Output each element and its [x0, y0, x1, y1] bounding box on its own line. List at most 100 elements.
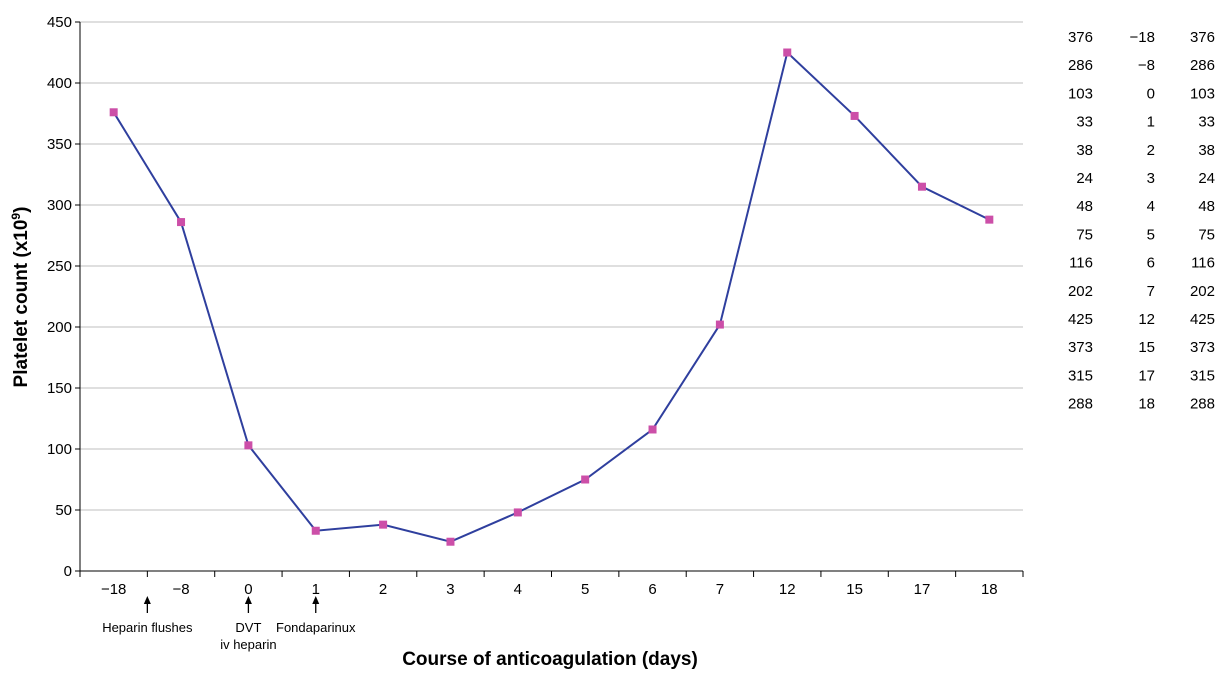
x-tick-label: 0	[244, 581, 252, 598]
annotation-arrow-head	[143, 596, 151, 604]
table-cell: 75	[1076, 226, 1093, 243]
table-cell: 286	[1190, 57, 1215, 74]
y-tick-label: 250	[47, 258, 72, 275]
table-cell: 38	[1076, 142, 1093, 159]
series-group	[109, 48, 994, 546]
table-cell: 7	[1147, 283, 1155, 300]
data-point	[985, 215, 994, 224]
axes	[79, 22, 1023, 572]
data-point	[244, 441, 253, 450]
x-tick-label: 5	[581, 581, 589, 598]
data-point	[311, 526, 320, 535]
table-cell: 373	[1190, 339, 1215, 356]
table-cell: 376	[1190, 29, 1215, 46]
table-cell: −8	[1138, 57, 1155, 74]
table-cell: 3	[1147, 170, 1155, 187]
x-tick-label: 17	[914, 581, 931, 598]
table-cell: 24	[1076, 170, 1093, 187]
y-tick-label: 50	[55, 502, 72, 519]
table-cell: 425	[1068, 311, 1093, 328]
table-cell: 202	[1068, 283, 1093, 300]
x-tick-label: 7	[716, 581, 724, 598]
table-cell: 103	[1068, 85, 1093, 102]
x-tick-label: 3	[446, 581, 454, 598]
x-axis-title: Course of anticoagulation (days)	[402, 649, 698, 670]
table-cell: 18	[1138, 396, 1155, 413]
table-cell: 116	[1069, 255, 1093, 272]
data-point	[648, 425, 657, 434]
table-cell: 1	[1147, 114, 1155, 131]
table-cell: 288	[1068, 396, 1093, 413]
annotation-arrow-head	[312, 596, 320, 604]
series-line	[112, 50, 990, 543]
data-point	[109, 108, 118, 117]
table-cell: 33	[1198, 114, 1215, 131]
table-cell: 48	[1076, 198, 1093, 215]
table-cell: 315	[1190, 367, 1215, 384]
data-point	[177, 218, 186, 227]
y-axis-title-sup: 9	[9, 213, 23, 220]
data-point	[783, 48, 792, 57]
table-cell: 202	[1190, 283, 1215, 300]
annotation-label: Heparin flushes	[102, 620, 193, 635]
table-cell: 75	[1198, 226, 1215, 243]
table-cell: 425	[1190, 311, 1215, 328]
y-ticks: 0 50 100 150 200 250 300 350 400 450	[47, 14, 80, 580]
y-axis-title-close: )	[11, 207, 32, 213]
x-tick-label: −8	[172, 581, 189, 598]
table-cell: 103	[1190, 85, 1215, 102]
x-tick-label: 2	[379, 581, 387, 598]
y-tick-label: 400	[47, 75, 72, 92]
table-cell: 33	[1076, 114, 1093, 131]
y-tick-label: 200	[47, 319, 72, 336]
table-cell: 315	[1068, 367, 1093, 384]
data-point	[850, 111, 859, 120]
table-cell: 373	[1068, 339, 1093, 356]
data-point	[379, 520, 388, 529]
table-cell: 24	[1198, 170, 1215, 187]
data-point	[513, 508, 522, 517]
table-cell: 288	[1190, 396, 1215, 413]
y-axis-title-main: Platelet count (x10	[11, 220, 32, 388]
data-point	[917, 182, 926, 191]
table-cell: 48	[1198, 198, 1215, 215]
table-cell: 2	[1147, 142, 1155, 159]
table-cell: −18	[1130, 29, 1155, 46]
table-cell: 286	[1068, 57, 1093, 74]
y-tick-label: 450	[47, 14, 72, 31]
table-cell: 376	[1068, 29, 1093, 46]
table-cell: 6	[1147, 255, 1155, 272]
x-tick-label: 12	[779, 581, 796, 598]
x-tick-label: 1	[312, 581, 320, 598]
data-point	[581, 475, 590, 484]
y-tick-label: 350	[47, 136, 72, 153]
annotation-label: DVT	[235, 620, 261, 635]
y-tick-label: 0	[64, 563, 72, 580]
table-cell: 12	[1138, 311, 1155, 328]
table-cell: 4	[1147, 198, 1155, 215]
table-cell: 0	[1147, 85, 1155, 102]
table-cell: 38	[1198, 142, 1215, 159]
annotation-label: iv heparin	[220, 637, 276, 652]
table-cell: 116	[1191, 255, 1215, 272]
y-tick-label: 100	[47, 441, 72, 458]
x-tick-label: 15	[846, 581, 863, 598]
data-point	[715, 320, 724, 329]
data-point	[446, 537, 455, 546]
y-tick-label: 300	[47, 197, 72, 214]
gridlines	[80, 21, 1023, 511]
annotation-label: Fondaparinux	[276, 620, 356, 635]
x-ticks: −18 −8 0 1 2 3 4 5 6 7 12 15 17 18	[79, 571, 1024, 598]
table-cell: 17	[1138, 367, 1155, 384]
data-table: 376 −18 376 286 −8 286 103 0 103 33 1 33 38 2 38 24 3 24 4…	[1068, 29, 1215, 413]
table-cell: 15	[1138, 339, 1155, 356]
x-tick-label: −18	[101, 581, 126, 598]
x-tick-label: 18	[981, 581, 998, 598]
table-cell: 5	[1147, 226, 1155, 243]
y-tick-label: 150	[47, 380, 72, 397]
x-tick-label: 4	[514, 581, 522, 598]
x-tick-label: 6	[648, 581, 656, 598]
y-axis-title: Platelet count (x109)	[9, 207, 32, 388]
annotation-arrow-head	[244, 596, 252, 604]
